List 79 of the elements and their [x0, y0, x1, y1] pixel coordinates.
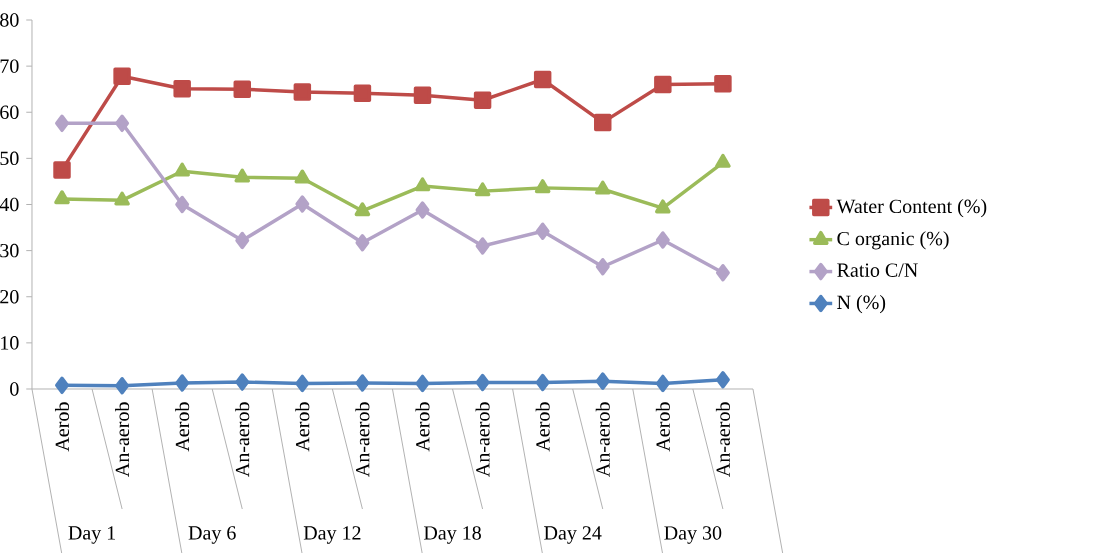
y-tick-label: 20 — [0, 289, 19, 304]
point — [655, 374, 670, 393]
legend-label: Water Content (%) — [836, 199, 987, 218]
point — [113, 67, 131, 86]
point — [595, 258, 610, 276]
x-tick-label: Aerob — [295, 402, 310, 452]
point — [235, 373, 250, 391]
point — [715, 153, 731, 168]
x-tick-label: An-aerob — [595, 402, 610, 477]
point — [114, 191, 130, 206]
text: Day 6 — [188, 526, 236, 544]
x-tick-label: An-aerob — [115, 402, 130, 477]
point — [473, 91, 492, 109]
point — [294, 169, 311, 184]
point — [594, 180, 611, 195]
y-tick-label: 60 — [0, 105, 19, 119]
point — [594, 113, 612, 132]
point — [534, 179, 551, 194]
text: Day 30 — [664, 526, 722, 544]
x-tick-label: Aerob — [535, 402, 550, 452]
text: Day 24 — [544, 526, 602, 544]
text: Day 1 — [68, 526, 116, 544]
point — [55, 114, 69, 133]
point — [353, 84, 372, 103]
x-tick-label: An-aerob — [355, 402, 370, 477]
point — [475, 237, 490, 255]
point — [413, 86, 432, 104]
point — [415, 374, 430, 393]
point — [175, 374, 190, 392]
point — [354, 202, 371, 217]
point — [595, 372, 610, 390]
text: Day 12 — [303, 526, 361, 544]
point — [474, 182, 491, 197]
point — [54, 190, 70, 205]
y-tick-label: 70 — [0, 59, 19, 73]
text: Day 18 — [423, 526, 481, 544]
point — [355, 234, 370, 252]
point — [415, 201, 430, 219]
y-tick-label: 80 — [0, 13, 19, 27]
point — [53, 161, 71, 179]
point — [714, 74, 732, 93]
legend-label: Ratio C/N — [837, 263, 918, 277]
x-tick-label: Aerob — [415, 402, 430, 452]
y-tick-label: 50 — [0, 151, 19, 166]
point — [414, 177, 431, 192]
legend-label: N (%) — [837, 295, 886, 314]
legend-label: C organic (%) — [837, 231, 949, 250]
point — [654, 75, 672, 94]
point — [295, 374, 310, 393]
point — [355, 374, 370, 392]
point — [293, 83, 312, 101]
point — [535, 373, 550, 392]
point — [295, 195, 310, 213]
y-tick-label: 40 — [0, 197, 19, 212]
x-tick-label: Aerob — [54, 402, 70, 452]
x-tick-label: An-aerob — [235, 402, 250, 477]
point — [115, 114, 130, 133]
point — [173, 79, 191, 98]
x-tick-label: Aerob — [655, 402, 670, 452]
point — [655, 199, 671, 214]
point — [475, 373, 490, 392]
x-tick-label: An-aerob — [475, 402, 490, 477]
y-tick-label: 10 — [1, 336, 19, 350]
point — [533, 70, 552, 89]
x-tick-label: An-aerob — [715, 402, 730, 477]
point — [715, 264, 730, 282]
point — [115, 377, 130, 395]
y-tick-label: 30 — [0, 243, 19, 258]
x-tick-label: Aerob — [175, 402, 190, 452]
point — [235, 231, 250, 250]
point — [715, 371, 730, 389]
point — [535, 222, 550, 240]
point — [174, 162, 190, 177]
y-tick-label: 0 — [10, 382, 19, 396]
point — [234, 168, 251, 183]
point — [655, 231, 670, 249]
point — [55, 376, 69, 395]
point — [175, 195, 190, 214]
point — [233, 80, 251, 98]
